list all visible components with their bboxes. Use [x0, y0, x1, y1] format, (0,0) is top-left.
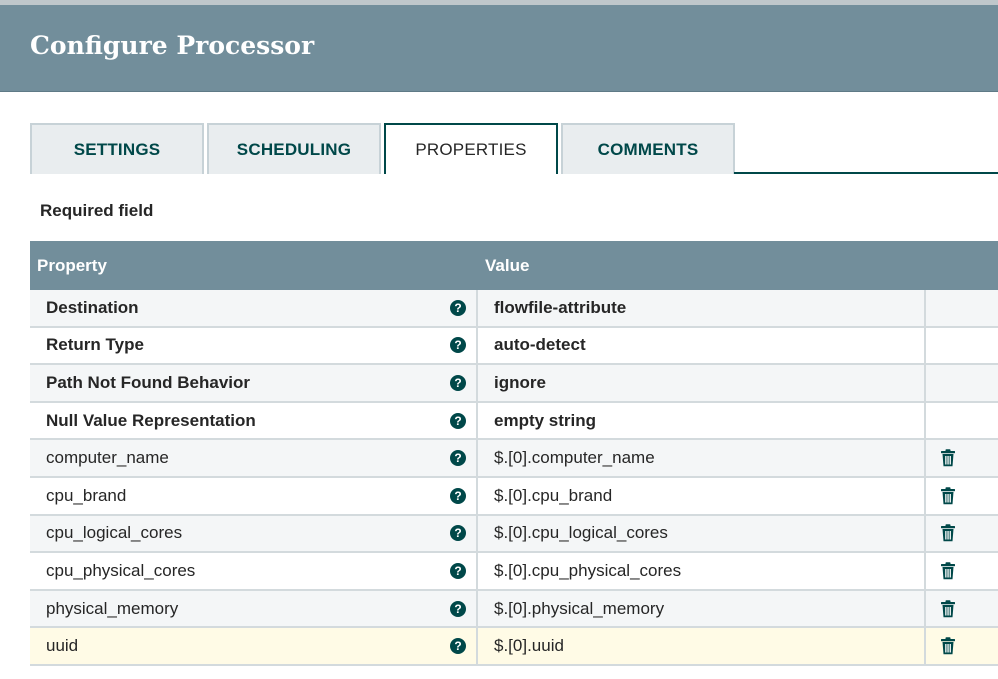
trash-icon[interactable]: [940, 637, 956, 655]
table-row[interactable]: Destination? flowfile-attribute: [30, 290, 998, 328]
trash-icon[interactable]: [940, 449, 956, 467]
trash-icon[interactable]: [940, 524, 956, 542]
table-row[interactable]: cpu_brand? $.[0].cpu_brand: [30, 477, 998, 516]
property-name: cpu_brand: [46, 485, 127, 505]
tab-bar: SETTINGS SCHEDULING PROPERTIES COMMENTS: [30, 123, 738, 174]
property-value-cell[interactable]: auto-detect: [478, 327, 926, 364]
property-value[interactable]: ignore: [494, 372, 546, 392]
table-row[interactable]: cpu_physical_cores? $.[0].cpu_physical_c…: [30, 553, 998, 591]
property-value-cell[interactable]: flowfile-attribute: [478, 290, 926, 326]
property-name: cpu_logical_cores: [46, 523, 183, 543]
property-name: Destination: [46, 297, 139, 317]
actions-cell: [926, 328, 998, 364]
actions-cell: [926, 516, 998, 552]
actions-cell: [926, 628, 998, 664]
table-row[interactable]: Null Value Representation? empty string: [30, 402, 998, 441]
property-name-cell: uuid?: [30, 628, 478, 664]
property-value[interactable]: $.[0].physical_memory: [494, 598, 665, 618]
tab-settings[interactable]: SETTINGS: [30, 123, 204, 174]
property-value[interactable]: flowfile-attribute: [494, 297, 627, 317]
property-name-cell: cpu_brand?: [30, 477, 478, 514]
question-circle-icon[interactable]: ?: [450, 374, 466, 391]
table-row[interactable]: Return Type? auto-detect: [30, 327, 998, 366]
dialog-header: Configure Processor: [0, 5, 998, 92]
column-header-value[interactable]: Value: [485, 255, 530, 275]
property-name-cell: Null Value Representation?: [30, 402, 478, 439]
actions-cell: [926, 591, 998, 627]
actions-cell: [926, 478, 998, 514]
table-row[interactable]: computer_name? $.[0].computer_name: [30, 440, 998, 478]
property-name: Return Type: [46, 335, 144, 355]
tab-scheduling[interactable]: SCHEDULING: [207, 123, 381, 174]
tab-divider: [734, 172, 998, 174]
property-name: Null Value Representation: [46, 410, 256, 430]
property-name: computer_name: [46, 448, 169, 468]
property-name: Path Not Found Behavior: [46, 372, 250, 392]
property-value-cell[interactable]: $.[0].physical_memory: [478, 590, 926, 627]
property-value[interactable]: $.[0].cpu_physical_cores: [494, 560, 682, 580]
question-circle-icon[interactable]: ?: [450, 450, 466, 467]
column-header-property[interactable]: Property: [37, 255, 107, 275]
table-row[interactable]: physical_memory? $.[0].physical_memory: [30, 590, 998, 629]
background-strip: [0, 0, 998, 5]
property-value-cell[interactable]: $.[0].cpu_logical_cores: [478, 515, 926, 552]
actions-cell: [926, 290, 998, 326]
property-name-cell: physical_memory?: [30, 590, 478, 627]
property-value[interactable]: $.[0].uuid: [494, 636, 564, 656]
property-value-cell[interactable]: $.[0].cpu_physical_cores: [478, 553, 926, 589]
property-value-cell[interactable]: $.[0].computer_name: [478, 440, 926, 476]
property-name-cell: Return Type?: [30, 327, 478, 364]
actions-cell: [926, 365, 998, 401]
question-circle-icon[interactable]: ?: [450, 412, 466, 429]
question-circle-icon[interactable]: ?: [450, 337, 466, 354]
properties-table: Property Value Destination? flowfile-att…: [30, 241, 998, 666]
actions-cell: [926, 403, 998, 439]
property-name-cell: Path Not Found Behavior?: [30, 365, 478, 401]
property-name-cell: cpu_physical_cores?: [30, 553, 478, 589]
property-value[interactable]: $.[0].cpu_brand: [494, 485, 613, 505]
question-circle-icon[interactable]: ?: [450, 562, 466, 579]
table-header: Property Value: [30, 241, 998, 290]
property-name-cell: computer_name?: [30, 440, 478, 476]
property-value-cell[interactable]: $.[0].cpu_brand: [478, 477, 926, 514]
actions-cell: [926, 440, 998, 476]
property-value-cell[interactable]: ignore: [478, 365, 926, 401]
property-name: cpu_physical_cores: [46, 560, 196, 580]
property-value[interactable]: empty string: [494, 410, 597, 430]
property-value[interactable]: auto-detect: [494, 335, 586, 355]
question-circle-icon[interactable]: ?: [450, 525, 466, 542]
question-circle-icon[interactable]: ?: [450, 299, 466, 316]
required-field-note: Required field: [40, 201, 154, 220]
property-value-cell[interactable]: empty string: [478, 402, 926, 439]
table-row[interactable]: uuid? $.[0].uuid: [30, 628, 998, 666]
trash-icon[interactable]: [940, 487, 956, 505]
dialog-title: Configure Processor: [30, 31, 315, 60]
actions-cell: [926, 553, 998, 589]
tab-properties[interactable]: PROPERTIES: [384, 123, 558, 174]
property-value[interactable]: $.[0].computer_name: [494, 448, 655, 468]
property-value-cell[interactable]: $.[0].uuid: [478, 628, 926, 664]
trash-icon[interactable]: [940, 599, 956, 618]
property-name-cell: cpu_logical_cores?: [30, 515, 478, 552]
tab-comments[interactable]: COMMENTS: [561, 123, 735, 174]
property-name: physical_memory: [46, 598, 179, 618]
question-circle-icon[interactable]: ?: [450, 600, 466, 617]
property-value[interactable]: $.[0].cpu_logical_cores: [494, 523, 668, 543]
question-circle-icon[interactable]: ?: [450, 487, 466, 504]
property-name-cell: Destination?: [30, 290, 478, 326]
question-circle-icon[interactable]: ?: [450, 638, 466, 655]
table-row[interactable]: cpu_logical_cores? $.[0].cpu_logical_cor…: [30, 515, 998, 554]
trash-icon[interactable]: [940, 562, 956, 580]
table-row[interactable]: Path Not Found Behavior? ignore: [30, 365, 998, 403]
property-name: uuid: [46, 636, 79, 656]
